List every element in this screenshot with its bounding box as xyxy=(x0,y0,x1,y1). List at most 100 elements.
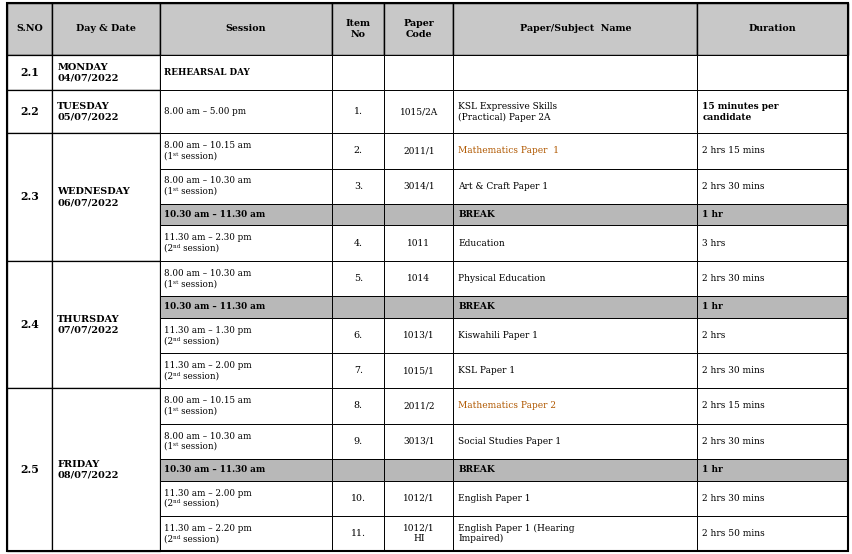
Bar xyxy=(160,296,332,318)
Text: 1.: 1. xyxy=(354,107,363,116)
Text: 8.: 8. xyxy=(354,402,363,411)
Bar xyxy=(332,424,384,459)
Bar xyxy=(453,55,697,90)
Text: 1013/1: 1013/1 xyxy=(403,331,435,340)
Text: 2 hrs: 2 hrs xyxy=(702,331,726,340)
Bar xyxy=(384,133,453,168)
Bar xyxy=(332,318,384,353)
Text: Item
No: Item No xyxy=(346,19,371,39)
Text: 7.: 7. xyxy=(354,366,363,375)
Bar xyxy=(160,424,332,459)
Bar xyxy=(160,261,332,296)
Bar xyxy=(7,133,52,261)
Text: 8.00 am – 5.00 pm: 8.00 am – 5.00 pm xyxy=(164,107,246,116)
Text: Duration: Duration xyxy=(749,24,797,33)
Bar xyxy=(7,261,52,388)
Bar xyxy=(453,388,697,424)
Bar xyxy=(384,296,453,318)
Bar xyxy=(160,459,332,481)
Text: Social Studies Paper 1: Social Studies Paper 1 xyxy=(458,437,561,446)
Text: 2011/1: 2011/1 xyxy=(403,146,435,155)
Text: 8.00 am – 10.30 am
(1ˢᵗ session): 8.00 am – 10.30 am (1ˢᵗ session) xyxy=(164,177,251,196)
Text: 6.: 6. xyxy=(354,331,363,340)
Text: Day & Date: Day & Date xyxy=(76,24,136,33)
Text: 1014: 1014 xyxy=(407,274,430,283)
Text: 2 hrs 30 mins: 2 hrs 30 mins xyxy=(702,274,765,283)
Bar xyxy=(52,3,160,55)
Text: TUESDAY
05/07/2022: TUESDAY 05/07/2022 xyxy=(57,102,118,122)
Bar xyxy=(160,353,332,388)
Bar xyxy=(384,3,453,55)
Text: 10.30 am – 11.30 am: 10.30 am – 11.30 am xyxy=(164,210,265,219)
Bar xyxy=(160,90,332,133)
Text: 8.00 am – 10.15 am
(1ˢᵗ session): 8.00 am – 10.15 am (1ˢᵗ session) xyxy=(164,141,251,161)
Bar xyxy=(453,353,697,388)
Bar xyxy=(697,318,848,353)
Bar xyxy=(453,261,697,296)
Bar xyxy=(332,296,384,318)
Bar xyxy=(384,424,453,459)
Text: 2.4: 2.4 xyxy=(20,319,39,330)
Bar xyxy=(160,133,332,168)
Text: 2 hrs 15 mins: 2 hrs 15 mins xyxy=(702,146,765,155)
Text: FRIDAY
08/07/2022: FRIDAY 08/07/2022 xyxy=(57,460,118,480)
Bar xyxy=(332,204,384,225)
Bar xyxy=(52,388,160,551)
Bar xyxy=(332,3,384,55)
Bar xyxy=(384,353,453,388)
Bar xyxy=(160,481,332,516)
Text: 1 hr: 1 hr xyxy=(702,465,723,474)
Bar xyxy=(7,90,52,133)
Text: 11.30 am – 2.30 pm
(2ⁿᵈ session): 11.30 am – 2.30 pm (2ⁿᵈ session) xyxy=(164,233,251,253)
Bar xyxy=(332,225,384,261)
Bar xyxy=(453,516,697,551)
Text: 2 hrs 30 mins: 2 hrs 30 mins xyxy=(702,437,765,446)
Bar xyxy=(7,3,52,55)
Bar xyxy=(453,225,697,261)
Bar xyxy=(453,481,697,516)
Text: 3.: 3. xyxy=(354,182,363,191)
Text: S.NO: S.NO xyxy=(16,24,43,33)
Bar xyxy=(453,459,697,481)
Bar xyxy=(160,516,332,551)
Text: 2 hrs 30 mins: 2 hrs 30 mins xyxy=(702,494,765,503)
Bar xyxy=(697,3,848,55)
Bar xyxy=(384,168,453,204)
Bar xyxy=(697,516,848,551)
Bar xyxy=(697,353,848,388)
Bar xyxy=(160,204,332,225)
Bar xyxy=(384,204,453,225)
Bar xyxy=(453,318,697,353)
Bar xyxy=(384,388,453,424)
Text: 11.30 am – 2.00 pm
(2ⁿᵈ session): 11.30 am – 2.00 pm (2ⁿᵈ session) xyxy=(164,361,252,381)
Bar xyxy=(384,225,453,261)
Bar xyxy=(332,481,384,516)
Text: 2.2: 2.2 xyxy=(20,106,39,117)
Bar xyxy=(332,133,384,168)
Text: Session: Session xyxy=(226,24,267,33)
Text: Mathematics Paper 2: Mathematics Paper 2 xyxy=(458,402,556,411)
Bar xyxy=(697,204,848,225)
Text: 2.5: 2.5 xyxy=(20,464,39,475)
Bar xyxy=(697,459,848,481)
Bar xyxy=(52,261,160,388)
Text: BREAK: BREAK xyxy=(458,210,495,219)
Bar xyxy=(453,204,697,225)
Text: 2.3: 2.3 xyxy=(20,192,39,202)
Text: 2.1: 2.1 xyxy=(20,68,39,78)
Text: KSL Expressive Skills
(Practical) Paper 2A: KSL Expressive Skills (Practical) Paper … xyxy=(458,102,557,122)
Text: English Paper 1: English Paper 1 xyxy=(458,494,531,503)
Text: Art & Craft Paper 1: Art & Craft Paper 1 xyxy=(458,182,549,191)
Text: 2 hrs 50 mins: 2 hrs 50 mins xyxy=(702,529,765,538)
Bar xyxy=(7,388,52,551)
Text: 10.30 am – 11.30 am: 10.30 am – 11.30 am xyxy=(164,302,265,311)
Text: Mathematics Paper  1: Mathematics Paper 1 xyxy=(458,146,560,155)
Bar xyxy=(384,55,453,90)
Text: 1 hr: 1 hr xyxy=(702,210,723,219)
Bar xyxy=(453,133,697,168)
Text: 2011/2: 2011/2 xyxy=(403,402,435,411)
Text: 2 hrs 30 mins: 2 hrs 30 mins xyxy=(702,182,765,191)
Text: 8.00 am – 10.30 am
(1ˢᵗ session): 8.00 am – 10.30 am (1ˢᵗ session) xyxy=(164,269,251,288)
Text: Paper
Code: Paper Code xyxy=(404,19,435,39)
Bar xyxy=(160,55,332,90)
